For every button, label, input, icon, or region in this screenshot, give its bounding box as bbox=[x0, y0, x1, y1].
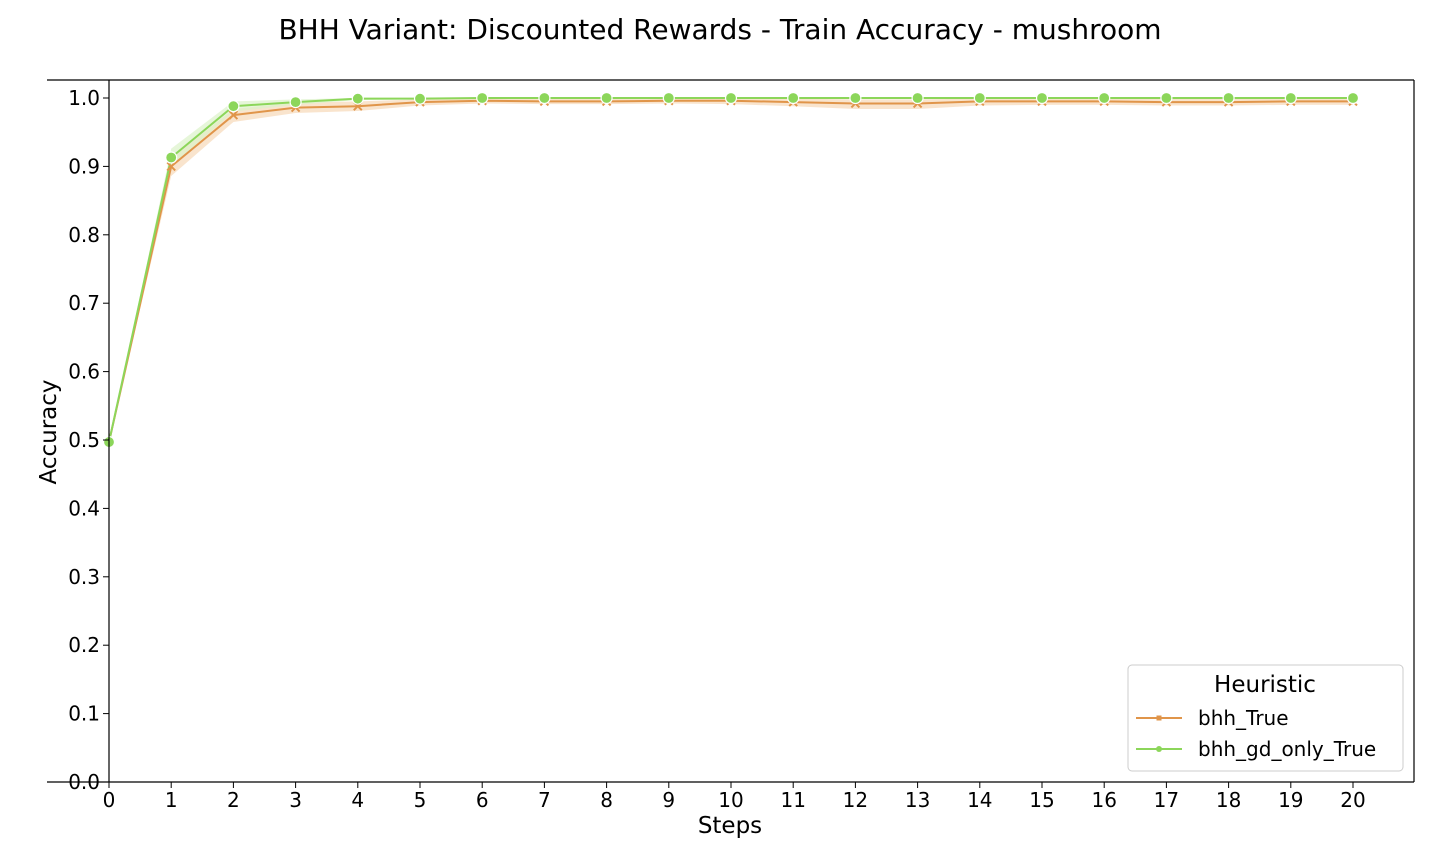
point-bhh_gd_only_True bbox=[476, 91, 489, 105]
line-bhh_True bbox=[108, 99, 1353, 443]
point-bhh_gd_only_True bbox=[1160, 91, 1173, 105]
y-tick-label: 0.3 bbox=[68, 565, 100, 589]
legend-box bbox=[1127, 664, 1404, 772]
x-tick-label: 2 bbox=[227, 788, 240, 812]
x-tick-label: 8 bbox=[600, 788, 613, 812]
y-tick-label: 0.9 bbox=[68, 154, 100, 178]
x-tick-label: 1 bbox=[165, 788, 178, 812]
x-tick-label: 11 bbox=[780, 788, 805, 812]
x-tick-label: 15 bbox=[1029, 788, 1054, 812]
point-bhh_gd_only_True bbox=[538, 91, 551, 105]
line-bhh_gd_only_True bbox=[108, 97, 1353, 443]
y-tick-label: 1.0 bbox=[68, 86, 100, 110]
point-bhh_gd_only_True bbox=[662, 91, 675, 105]
x-tick-label: 9 bbox=[662, 788, 675, 812]
point-bhh_gd_only_True bbox=[973, 91, 986, 105]
legend-label-bhh_gd_only_True: bhh_gd_only_True bbox=[1198, 737, 1376, 761]
point-bhh_gd_only_True bbox=[1098, 91, 1111, 105]
y-tick-label: 0.8 bbox=[68, 223, 100, 247]
x-axis-ticks: 0 1 2 3 4 5 6 7 8 9 10 11 12 13 14 15 16 17 18 19 20 bbox=[103, 782, 1366, 812]
band-bhh_gd_only_True bbox=[109, 98, 1353, 443]
confidence-bands bbox=[109, 98, 1353, 443]
y-tick-label: 0.4 bbox=[68, 496, 100, 520]
point-bhh_gd_only_True bbox=[227, 100, 240, 113]
y-tick-label: 0.6 bbox=[68, 360, 100, 384]
x-tick-label: 6 bbox=[476, 788, 489, 812]
x-tick-label: 3 bbox=[289, 788, 302, 812]
x-tick-label: 10 bbox=[718, 788, 743, 812]
x-tick-label: 4 bbox=[351, 788, 364, 812]
legend-marker-bhh_gd_only_True bbox=[1156, 746, 1162, 752]
legend-label-bhh_True: bhh_True bbox=[1198, 706, 1289, 730]
x-tick-label: 12 bbox=[843, 788, 868, 812]
x-tick-label: 17 bbox=[1154, 788, 1179, 812]
x-tick-label: 7 bbox=[538, 788, 551, 812]
band-bhh_True bbox=[109, 98, 1353, 443]
x-tick-label: 0 bbox=[103, 788, 116, 812]
point-stroke bbox=[166, 161, 176, 172]
point-stroke bbox=[228, 110, 239, 120]
chart-title: BHH Variant: Discounted Rewards - Train … bbox=[278, 13, 1161, 46]
x-tick-label: 19 bbox=[1278, 788, 1303, 812]
point-bhh_gd_only_True bbox=[911, 91, 924, 105]
x-tick-label: 14 bbox=[967, 788, 992, 812]
y-tick-label: 0.1 bbox=[68, 702, 100, 726]
y-tick-label: 0.7 bbox=[68, 291, 100, 315]
series-lines bbox=[108, 97, 1353, 443]
point-bhh_gd_only_True bbox=[600, 91, 613, 105]
x-tick-label: 18 bbox=[1216, 788, 1241, 812]
point-bhh_gd_only_True bbox=[165, 151, 178, 164]
x-axis-label: Steps bbox=[698, 813, 762, 839]
point-bhh_gd_only_True bbox=[351, 92, 364, 105]
y-tick-label: 0.2 bbox=[68, 633, 100, 657]
point-bhh_gd_only_True bbox=[413, 92, 427, 105]
point-bhh_True bbox=[166, 161, 176, 172]
x-tick-label: 16 bbox=[1091, 788, 1116, 812]
y-axis-ticks: 0.0 0.1 0.2 0.3 0.4 0.5 0.6 0.7 0.8 0.9 1.0 bbox=[68, 86, 109, 794]
legend: Heuristic bhh_True bhh_gd_only_True bbox=[1127, 664, 1404, 772]
x-tick-label: 20 bbox=[1340, 788, 1365, 812]
x-tick-label: 5 bbox=[414, 788, 427, 812]
y-tick-label: 0.5 bbox=[68, 428, 100, 452]
point-bhh_gd_only_True bbox=[849, 91, 862, 105]
point-bhh_gd_only_True bbox=[1035, 91, 1049, 105]
point-bhh_gd_only_True bbox=[289, 96, 302, 109]
point-bhh_gd_only_True bbox=[1284, 91, 1297, 105]
point-bhh_gd_only_True bbox=[1222, 91, 1235, 105]
series-markers bbox=[102, 91, 1360, 449]
legend-title: Heuristic bbox=[1214, 672, 1316, 698]
point-bhh_gd_only_True bbox=[1346, 91, 1360, 105]
legend-marker-bhh_True bbox=[1156, 715, 1162, 721]
point-bhh_True bbox=[228, 110, 239, 120]
y-tick-label: 0.0 bbox=[68, 770, 100, 794]
y-axis-label: Accuracy bbox=[36, 379, 62, 484]
point-bhh_gd_only_True bbox=[787, 91, 800, 105]
x-tick-label: 13 bbox=[905, 788, 930, 812]
point-bhh_gd_only_True bbox=[724, 91, 738, 105]
